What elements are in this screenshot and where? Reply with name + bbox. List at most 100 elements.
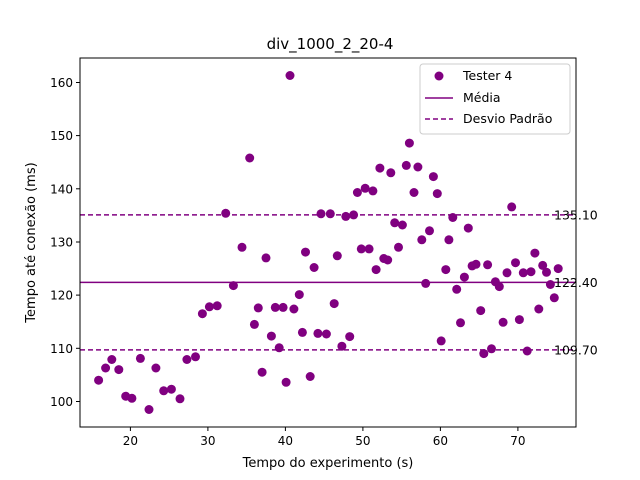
data-point — [452, 284, 462, 294]
reference-line-label: 109.70 — [554, 342, 598, 357]
data-point — [371, 265, 381, 275]
reference-line-label: 122.40 — [554, 275, 598, 290]
data-point — [360, 183, 370, 193]
data-point — [212, 301, 222, 311]
data-point — [325, 209, 335, 219]
y-tick-label: 100 — [50, 395, 73, 409]
y-axis-title: Tempo até conexão (ms) — [24, 162, 39, 323]
data-point — [522, 346, 532, 356]
data-point — [553, 264, 563, 274]
data-point — [316, 209, 326, 219]
data-point — [538, 260, 548, 270]
reference-line-label: 135.10 — [554, 207, 598, 222]
data-point — [297, 327, 307, 337]
data-point — [352, 188, 362, 197]
data-point — [197, 309, 207, 319]
data-point — [175, 394, 185, 404]
data-point — [257, 367, 267, 377]
data-point — [127, 393, 137, 403]
data-point — [404, 138, 414, 148]
data-point — [463, 223, 473, 233]
data-point — [228, 281, 238, 291]
data-point — [356, 244, 366, 254]
y-tick-label: 120 — [50, 289, 73, 303]
data-point — [332, 251, 342, 261]
y-tick-label: 110 — [50, 342, 73, 356]
data-point — [383, 255, 393, 265]
data-point — [494, 282, 504, 292]
data-point — [321, 329, 331, 339]
data-point — [459, 272, 469, 282]
data-point — [390, 218, 400, 228]
data-point — [245, 153, 255, 163]
data-point — [549, 293, 559, 303]
data-point — [278, 302, 288, 312]
legend-box — [419, 63, 571, 135]
data-point — [502, 268, 512, 278]
data-point — [386, 168, 396, 178]
x-tick-label: 40 — [278, 434, 293, 448]
data-point — [191, 352, 200, 362]
data-point — [375, 163, 385, 173]
data-point — [253, 303, 263, 313]
legend-label-series: Tester 4 — [462, 68, 512, 83]
data-point — [94, 375, 104, 385]
x-tick-label: 60 — [433, 434, 448, 448]
data-point — [182, 355, 192, 364]
data-point — [309, 263, 319, 272]
data-point — [159, 386, 169, 396]
x-axis-title: Tempo do experimento (s) — [242, 456, 414, 471]
data-point — [417, 235, 427, 245]
data-point — [337, 341, 347, 351]
data-point — [144, 405, 154, 414]
data-point — [401, 160, 411, 170]
data-point — [479, 349, 489, 359]
data-point — [301, 247, 310, 257]
data-point — [294, 290, 304, 300]
legend: Tester 4 Média Desvio Padrão — [419, 63, 571, 135]
data-point — [487, 344, 496, 354]
data-point — [249, 319, 259, 329]
data-point — [397, 220, 407, 230]
data-point — [364, 244, 374, 254]
data-point — [421, 278, 431, 288]
data-point — [498, 317, 508, 327]
y-tick-label: 150 — [50, 129, 73, 143]
data-point — [471, 259, 481, 269]
data-point — [511, 258, 520, 268]
data-point — [428, 172, 438, 182]
legend-label-stddev: Desvio Padrão — [463, 111, 552, 126]
data-point — [289, 304, 299, 314]
data-point — [441, 265, 451, 275]
chart-title: div_1000_2_20-4 — [267, 35, 394, 54]
y-tick-label: 130 — [50, 236, 73, 250]
legend-marker-scatter — [434, 71, 444, 81]
legend-label-mean: Média — [463, 90, 501, 105]
data-point — [432, 189, 442, 199]
data-point — [285, 71, 295, 80]
data-point — [518, 268, 528, 278]
data-point — [368, 186, 378, 196]
data-point — [542, 267, 551, 277]
x-tick-label: 30 — [200, 434, 215, 448]
data-point — [261, 253, 271, 263]
data-point — [313, 328, 323, 338]
data-point — [151, 363, 161, 373]
data-point — [534, 304, 544, 314]
data-point — [436, 336, 446, 346]
data-point — [274, 343, 284, 353]
x-tick-label: 50 — [355, 434, 370, 448]
x-tick-label: 20 — [123, 434, 138, 448]
data-point — [204, 302, 214, 312]
data-point — [107, 355, 117, 364]
data-point — [394, 242, 403, 252]
data-point — [413, 162, 423, 172]
data-point — [221, 208, 231, 218]
data-point — [444, 235, 454, 245]
data-point — [166, 384, 176, 394]
data-point — [526, 267, 536, 277]
data-point — [305, 372, 315, 381]
data-point — [456, 318, 465, 328]
data-point — [114, 365, 124, 375]
